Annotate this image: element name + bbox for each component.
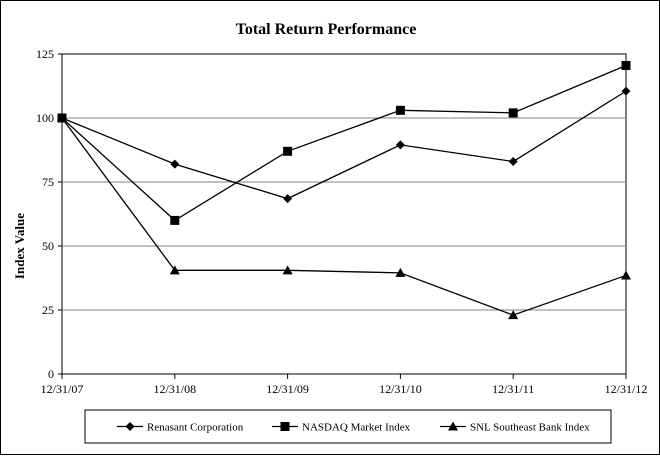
legend-marker-triangle [448, 421, 458, 431]
y-tick-label: 25 [42, 303, 54, 317]
y-tick-label: 0 [48, 367, 54, 381]
y-tick-label: 100 [36, 111, 54, 125]
series-line-diamond [61, 90, 627, 200]
data-point-triangle [282, 265, 293, 275]
data-point-diamond [170, 159, 180, 169]
legend-label: Renasant Corporation [147, 422, 244, 434]
data-point-square [508, 108, 518, 118]
legend [84, 409, 612, 444]
legend-marker-square [280, 422, 290, 431]
y-tick-label: 125 [36, 47, 54, 61]
legend-marker-diamond [125, 422, 135, 431]
y-axis-title: Index Value [12, 213, 27, 279]
legend-label: SNL Southeast Bank Index [470, 422, 590, 434]
series-line-triangle [61, 117, 627, 316]
data-point-diamond [621, 86, 631, 96]
data-point-square [283, 146, 293, 156]
data-point-triangle [621, 270, 631, 280]
y-tick-label: 50 [42, 239, 54, 253]
plot-area [61, 53, 627, 375]
data-point-square [170, 215, 180, 225]
data-point-diamond [395, 140, 405, 150]
data-point-triangle [57, 113, 67, 122]
legend-label: NASDAQ Market Index [302, 422, 411, 434]
x-tick-label: 12/31/07 [41, 382, 84, 396]
data-point-triangle [395, 267, 406, 277]
x-tick-label: 12/31/10 [379, 382, 422, 396]
y-tick-label: 75 [42, 175, 54, 189]
data-point-triangle [169, 265, 180, 275]
x-tick-label: 12/31/11 [492, 382, 534, 396]
data-point-square [621, 61, 631, 71]
data-point-diamond [283, 194, 293, 204]
series-line-square [61, 64, 627, 222]
data-point-triangle [508, 310, 519, 320]
x-tick-label: 12/31/09 [266, 382, 309, 396]
x-tick-label: 12/31/12 [605, 382, 648, 396]
chart-title: Total Return Performance [236, 21, 417, 38]
data-point-square [395, 105, 405, 115]
data-point-diamond [508, 157, 518, 167]
x-tick-label: 12/31/08 [153, 382, 196, 396]
